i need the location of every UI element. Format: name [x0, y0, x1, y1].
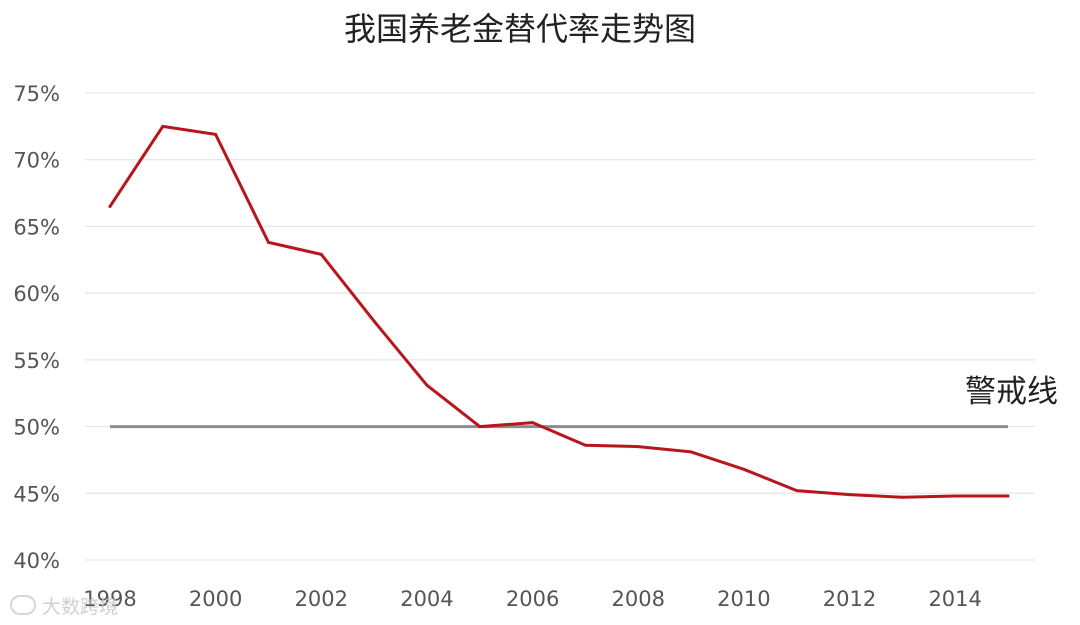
data-point — [900, 495, 904, 499]
x-axis-tick-labels: 1998 2000 2002 2004 2006 2008 2010 2012 2014 — [83, 587, 982, 611]
data-point — [1006, 494, 1010, 498]
chart-title: 我国养老金替代率走势图 — [344, 10, 696, 48]
data-point — [266, 240, 270, 244]
data-point — [372, 319, 376, 323]
x-tick-label: 2008 — [612, 587, 665, 611]
x-tick-label: 2002 — [295, 587, 348, 611]
y-tick-label: 40% — [13, 549, 60, 573]
series-line — [108, 124, 1010, 499]
y-axis-tick-labels: 40% 45% 50% 55% 60% 65% 70% 75% — [13, 82, 60, 573]
data-point — [689, 450, 693, 454]
grid-lines — [85, 92, 1035, 561]
data-point — [319, 252, 323, 256]
x-tick-label: 2012 — [823, 587, 876, 611]
y-tick-label: 50% — [13, 416, 60, 440]
y-tick-label: 45% — [13, 482, 60, 506]
data-point — [531, 421, 535, 425]
data-point — [953, 494, 957, 498]
series-group — [108, 124, 1010, 499]
data-point — [161, 124, 165, 128]
data-point — [478, 425, 482, 429]
data-point — [795, 489, 799, 493]
data-point — [425, 383, 429, 387]
data-point — [636, 445, 640, 449]
watermark-text: 大数跨境 — [42, 595, 119, 618]
data-point — [848, 493, 852, 497]
y-tick-label: 60% — [13, 282, 60, 306]
y-tick-label: 55% — [13, 349, 60, 373]
data-point — [583, 443, 587, 447]
warning-line-label: 警戒线 — [965, 374, 1058, 410]
x-tick-label: 2004 — [400, 587, 453, 611]
watermark-logo-icon — [10, 595, 36, 615]
x-tick-label: 1998 — [83, 587, 136, 611]
data-point — [108, 204, 112, 208]
x-tick-label: 2006 — [506, 587, 559, 611]
watermark: 大数跨境 — [10, 590, 118, 620]
x-tick-label: 2000 — [189, 587, 242, 611]
y-tick-label: 65% — [13, 215, 60, 239]
x-tick-label: 2010 — [717, 587, 770, 611]
x-tick-label: 2014 — [928, 587, 981, 611]
data-point — [742, 467, 746, 471]
y-tick-label: 75% — [13, 82, 60, 106]
y-tick-label: 70% — [13, 149, 60, 173]
data-point — [214, 132, 218, 136]
